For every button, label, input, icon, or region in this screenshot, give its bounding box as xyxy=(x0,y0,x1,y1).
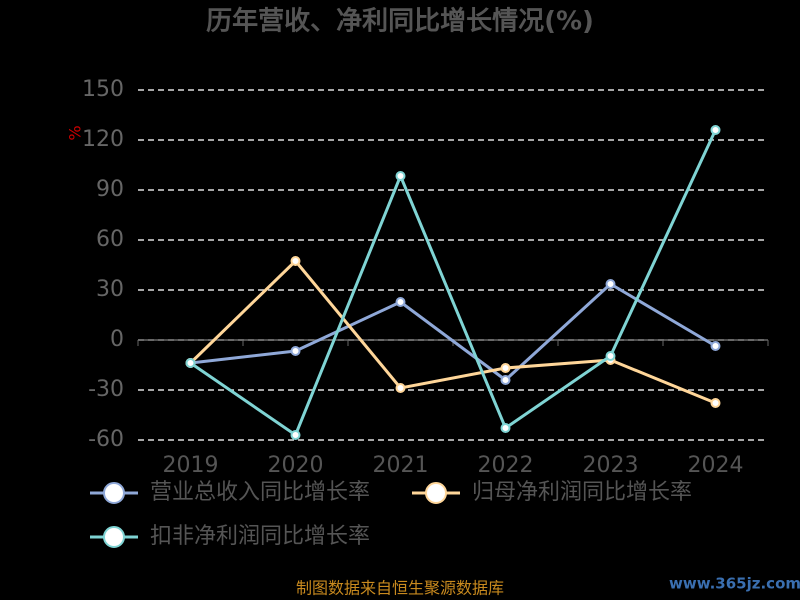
y-tick-label: 90 xyxy=(96,177,124,202)
y-tick-label: 30 xyxy=(96,277,124,302)
y-tick-label: 60 xyxy=(96,227,124,252)
x-tick-label: 2020 xyxy=(268,453,324,478)
y-tick-label: -60 xyxy=(88,427,124,452)
data-point xyxy=(395,297,406,307)
data-point xyxy=(500,423,511,433)
y-axis-label: % xyxy=(66,125,85,140)
legend-marker xyxy=(103,526,125,548)
data-point xyxy=(710,398,721,408)
source-note: 制图数据来自恒生聚源数据库 xyxy=(296,579,504,598)
data-point xyxy=(290,346,301,356)
x-tick-label: 2022 xyxy=(478,453,534,478)
legend-label: 扣非净利润同比增长率 xyxy=(150,524,370,549)
series-line xyxy=(190,282,717,382)
y-tick-label: -30 xyxy=(88,377,124,402)
data-point xyxy=(710,341,721,351)
data-point xyxy=(500,375,511,385)
x-tick-label: 2019 xyxy=(163,453,219,478)
data-point xyxy=(605,279,616,289)
x-tick-label: 2021 xyxy=(373,453,429,478)
series-line xyxy=(189,129,717,438)
y-tick-label: 120 xyxy=(82,127,124,152)
data-point xyxy=(395,383,406,393)
data-point xyxy=(290,430,301,440)
x-tick-label: 2024 xyxy=(688,453,744,478)
y-tick-label: 150 xyxy=(82,77,124,102)
legend-marker xyxy=(103,482,125,504)
chart-title: 历年营收、净利同比增长情况(%) xyxy=(206,6,594,37)
data-point xyxy=(185,358,196,368)
data-point xyxy=(500,363,511,373)
legend-label: 营业总收入同比增长率 xyxy=(150,480,370,505)
watermark: www.365jz.com xyxy=(669,575,800,593)
data-point xyxy=(395,171,406,181)
data-point xyxy=(710,125,721,135)
x-tick-label: 2023 xyxy=(583,453,639,478)
series-line xyxy=(189,258,717,405)
legend-label: 归母净利润同比增长率 xyxy=(472,480,692,505)
data-point xyxy=(605,351,616,361)
legend-marker xyxy=(425,482,447,504)
data-point xyxy=(290,256,301,266)
y-tick-label: 0 xyxy=(110,327,124,352)
